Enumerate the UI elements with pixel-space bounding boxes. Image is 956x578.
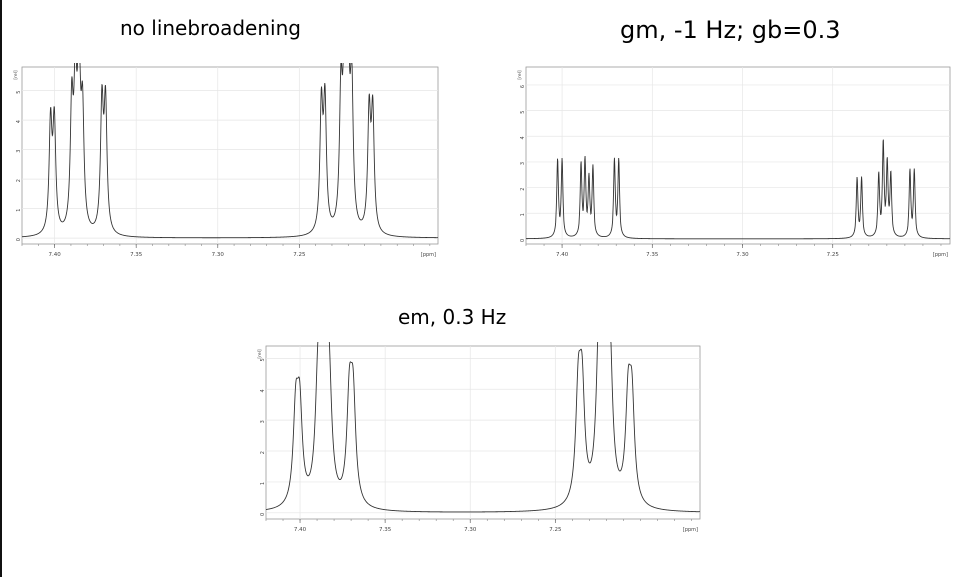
y-axis-label: [rel] <box>13 70 19 80</box>
spectrum-svg: 0 1 2 3 4 5 [rel] 7.40 7.35 7.30 7.25 [ppm] <box>13 63 439 258</box>
y-tick-label: 3 <box>520 162 526 165</box>
x-tick-label: 7.35 <box>130 252 143 258</box>
y-tick-label: 1 <box>16 209 22 212</box>
y-tick-label: 0 <box>260 513 266 516</box>
x-tick-label: 7.25 <box>827 252 840 258</box>
y-tick-label: 4 <box>520 136 526 139</box>
x-tick-label: 7.25 <box>293 252 306 258</box>
x-tick-label: 7.30 <box>736 252 749 258</box>
y-tick-label: 5 <box>260 358 266 361</box>
y-tick-label: 3 <box>16 150 22 153</box>
x-tick-label: 7.30 <box>464 527 477 533</box>
nmr-spectrum-plot-no-linebroadening: 0 1 2 3 4 5 [rel] 7.40 7.35 7.30 7.25 [ppm] <box>10 63 444 264</box>
y-tick-label: 0 <box>520 239 526 242</box>
spectrum-trace <box>265 342 701 513</box>
x-tick-label: 7.40 <box>49 252 62 258</box>
y-axis-label: [rel] <box>257 349 263 359</box>
x-tick-label: 7.25 <box>549 527 562 533</box>
y-tick-label: 2 <box>16 179 22 182</box>
x-tick-label: 7.35 <box>379 527 392 533</box>
y-tick-label: 1 <box>260 482 266 485</box>
plot-frame <box>525 66 951 245</box>
y-tick-label: 4 <box>16 120 22 123</box>
nmr-spectrum-plot-exponential: 0 1 2 3 4 5 [rel] 7.40 7.35 7.30 7.25 [ppm] <box>254 342 706 539</box>
x-tick-label: 7.40 <box>556 252 569 258</box>
y-tick-label: 6 <box>520 85 526 88</box>
x-axis-label: [ppm] <box>421 252 436 258</box>
y-tick-label: 4 <box>260 389 266 392</box>
x-tick-label: 7.30 <box>212 252 225 258</box>
x-tick-label: 7.40 <box>294 527 307 533</box>
y-tick-label: 2 <box>260 451 266 454</box>
spectrum-trace <box>526 139 950 240</box>
spectrum-svg: 0 1 2 3 4 5[rel] 7.40 7.35 7.30 7.25 [ppm] <box>257 342 701 533</box>
y-tick-label: 1 <box>520 213 526 216</box>
y-tick-label: 2 <box>520 188 526 191</box>
spectrum-trace <box>21 63 439 239</box>
spectrum-svg: 0 1 2 3 4 5 6 [rel] 7.40 7.35 7.30 7.25 [ppm] <box>517 66 951 258</box>
nmr-spectrum-plot-gaussian: 0 1 2 3 4 5 6 [rel] 7.40 7.35 7.30 7.25 [ppm] <box>514 63 956 264</box>
caption-gaussian-multiplication: gm, -1 Hz; gb=0.3 <box>620 16 841 44</box>
y-tick-label: 5 <box>16 91 22 94</box>
y-tick-label: 3 <box>260 420 266 423</box>
x-tick-label: 7.35 <box>646 252 659 258</box>
x-axis-label: [ppm] <box>683 527 698 533</box>
y-tick-label: 5 <box>520 111 526 114</box>
y-tick-label: 0 <box>16 238 22 241</box>
caption-no-linebroadening: no linebroadening <box>120 16 301 40</box>
caption-exponential-multiplication: em, 0.3 Hz <box>398 305 507 329</box>
x-axis-label: [ppm] <box>933 252 948 258</box>
y-axis-label: [rel] <box>517 70 523 80</box>
